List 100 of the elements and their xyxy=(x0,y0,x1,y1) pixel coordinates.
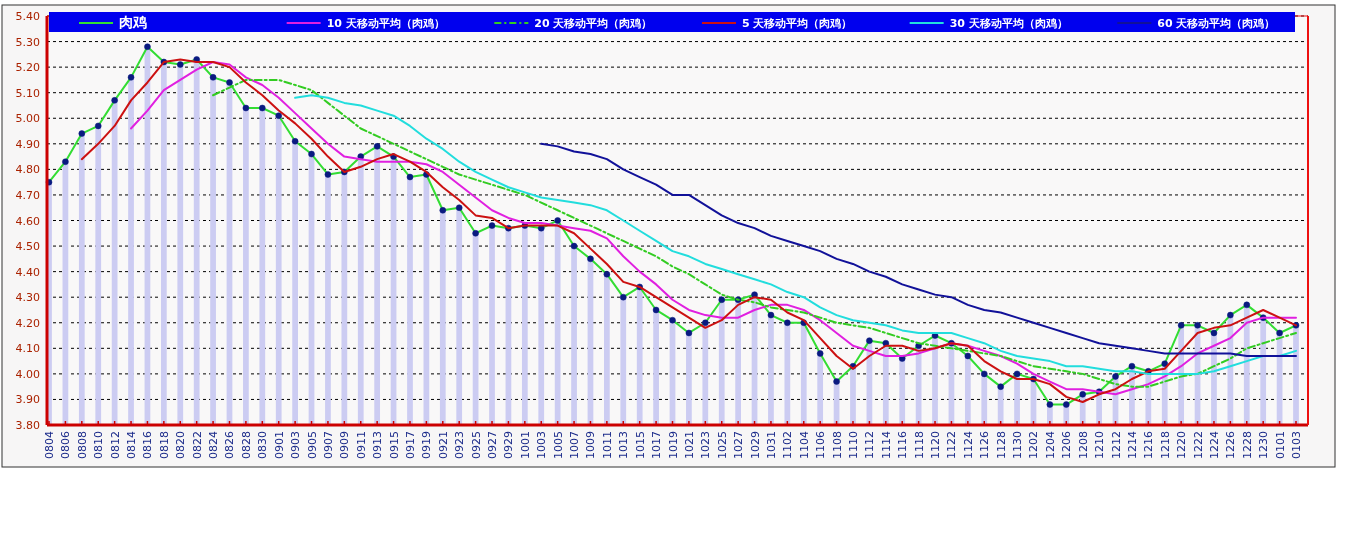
y-tick-label: 4.80 xyxy=(15,163,40,177)
x-tick-label: 0923 xyxy=(453,431,467,459)
y-tick-label: 5.10 xyxy=(15,86,40,100)
x-tick-label: 1023 xyxy=(699,431,713,459)
x-tick-label: 1204 xyxy=(1043,431,1057,459)
x-tick-label: 1019 xyxy=(666,431,680,459)
x-tick-label: 0929 xyxy=(502,431,516,459)
x-tick-label: 1222 xyxy=(1191,431,1205,459)
x-tick-label: 0905 xyxy=(305,431,319,459)
x-tick-label: 1021 xyxy=(682,431,696,459)
x-tick-label: 1228 xyxy=(1240,431,1254,459)
x-tick-label: 0804 xyxy=(43,431,56,459)
x-tick-label: 0911 xyxy=(354,431,368,459)
x-tick-label: 0806 xyxy=(59,431,73,459)
x-tick-label: 1027 xyxy=(732,431,746,459)
legend-label: 5 天移动平均（肉鸡） xyxy=(742,17,853,30)
x-tick-label: 1230 xyxy=(1257,431,1271,459)
y-tick-label: 4.90 xyxy=(15,137,40,151)
x-tick-label: 0903 xyxy=(289,431,303,459)
x-tick-label: 1126 xyxy=(978,431,992,459)
x-tick-label: 0810 xyxy=(92,431,106,459)
y-tick-label: 4.20 xyxy=(15,316,40,330)
y-tick-label: 4.40 xyxy=(15,265,40,279)
x-tick-label: 0814 xyxy=(125,431,139,459)
x-tick-label: 1102 xyxy=(781,431,795,459)
x-tick-label: 1226 xyxy=(1224,431,1238,459)
x-tick-label: 0818 xyxy=(157,431,171,459)
x-tick-label: 1005 xyxy=(551,431,565,459)
x-tick-label: 0907 xyxy=(321,431,335,459)
x-tick-label: 1130 xyxy=(1011,431,1025,459)
x-tick-label: 1025 xyxy=(715,431,729,459)
x-tick-label: 1106 xyxy=(814,431,828,459)
x-tick-label: 0808 xyxy=(75,431,89,459)
y-tick-label: 4.10 xyxy=(15,342,40,356)
x-tick-label: 1122 xyxy=(945,431,959,459)
x-tick-label: 0103 xyxy=(1290,431,1303,459)
y-tick-label: 5.20 xyxy=(15,61,40,75)
x-tick-label: 0919 xyxy=(420,431,434,459)
x-tick-label: 1116 xyxy=(896,431,910,459)
y-tick-label: 4.30 xyxy=(15,291,40,305)
x-tick-label: 1031 xyxy=(764,431,778,459)
x-tick-label: 0925 xyxy=(469,431,483,459)
y-tick-label: 4.00 xyxy=(15,367,40,381)
legend-label: 10 天移动平均（肉鸡） xyxy=(326,17,445,30)
y-tick-label: 5.00 xyxy=(15,112,40,126)
x-tick-label: 0913 xyxy=(371,431,385,459)
x-tick-label: 0816 xyxy=(141,431,155,459)
x-tick-label: 1220 xyxy=(1175,431,1189,459)
x-tick-label: 1013 xyxy=(617,431,631,459)
x-tick-label: 1206 xyxy=(1060,431,1074,459)
x-tick-label: 1017 xyxy=(650,431,664,459)
x-tick-label: 1015 xyxy=(633,431,647,459)
x-tick-label: 1124 xyxy=(961,431,975,459)
x-tick-label: 0826 xyxy=(223,431,237,459)
x-tick-label: 1216 xyxy=(1142,431,1156,459)
y-tick-label: 5.30 xyxy=(15,35,40,49)
x-tick-label: 1210 xyxy=(1093,431,1107,459)
x-tick-label: 1208 xyxy=(1076,431,1090,459)
x-tick-label: 1120 xyxy=(929,431,943,459)
x-tick-label: 0824 xyxy=(207,431,221,459)
legend-label: 肉鸡 xyxy=(119,14,147,30)
x-tick-label: 1029 xyxy=(748,431,762,459)
x-tick-label: 1212 xyxy=(1109,431,1123,459)
x-tick-label: 0921 xyxy=(436,431,450,459)
x-tick-label: 1003 xyxy=(535,431,549,459)
x-tick-label: 1202 xyxy=(1027,431,1041,459)
legend-label: 30 天移动平均（肉鸡） xyxy=(949,17,1068,30)
x-tick-label: 1112 xyxy=(863,431,877,459)
x-tick-label: 1114 xyxy=(879,431,893,459)
x-tick-label: 1007 xyxy=(568,431,582,459)
x-tick-label: 0820 xyxy=(174,431,188,459)
x-tick-label: 1128 xyxy=(994,431,1008,459)
y-tick-label: 4.60 xyxy=(15,214,40,228)
x-tick-label: 0901 xyxy=(272,431,286,459)
x-tick-label: 1009 xyxy=(584,431,598,459)
x-tick-label: 1214 xyxy=(1125,431,1139,459)
y-tick-label: 5.40 xyxy=(15,10,40,23)
x-tick-label: 1108 xyxy=(830,431,844,459)
x-tick-label: 0822 xyxy=(190,431,204,459)
x-tick-label: 1001 xyxy=(518,431,532,459)
legend-label: 60 天移动平均（肉鸡） xyxy=(1157,17,1276,30)
x-tick-label: 0927 xyxy=(486,431,500,459)
x-tick-label: 0909 xyxy=(338,431,352,459)
x-tick-label: 1011 xyxy=(600,431,614,459)
x-tick-label: 0830 xyxy=(256,431,270,459)
y-tick-label: 4.50 xyxy=(15,240,40,254)
x-tick-label: 0812 xyxy=(108,431,122,459)
y-tick-label: 3.90 xyxy=(15,393,40,407)
x-tick-label: 1104 xyxy=(797,431,811,459)
legend-label: 20 天移动平均（肉鸡） xyxy=(534,17,653,30)
y-tick-label: 3.80 xyxy=(15,419,40,432)
x-tick-label: 0915 xyxy=(387,431,401,459)
x-tick-label: 1218 xyxy=(1158,431,1172,459)
y-tick-label: 4.70 xyxy=(15,188,40,202)
x-tick-label: 1118 xyxy=(912,431,926,459)
x-tick-label: 0101 xyxy=(1273,431,1287,459)
x-tick-label: 0828 xyxy=(239,431,253,459)
x-tick-label: 1110 xyxy=(846,431,860,459)
x-tick-label: 1224 xyxy=(1207,431,1221,459)
x-tick-label: 0917 xyxy=(403,431,417,459)
